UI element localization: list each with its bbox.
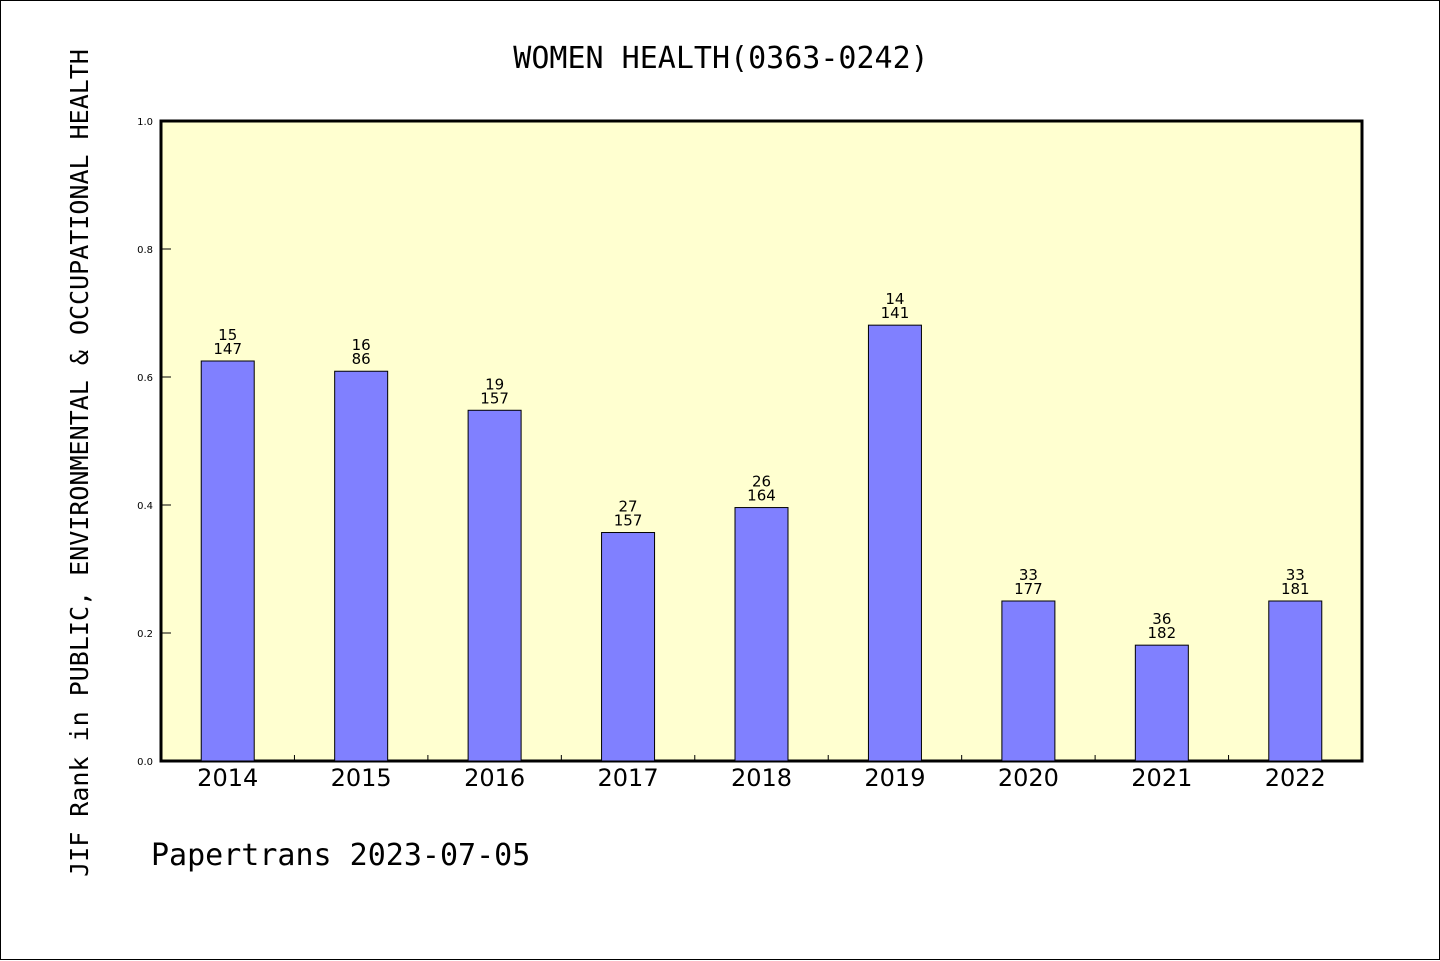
bar-total-label: 181: [1281, 580, 1310, 598]
bar-rank-label: 33: [1019, 566, 1038, 584]
bar-rank-label: 26: [752, 473, 771, 491]
y-tick-label: 0.4: [137, 501, 153, 512]
bar-total-label: 164: [747, 487, 776, 505]
bar-total-label: 157: [614, 512, 643, 530]
bar-2014: [200, 360, 255, 762]
bar-total-label: 177: [1014, 580, 1043, 598]
bar-total-label: 157: [480, 389, 509, 407]
bar-rank-label: 16: [352, 336, 371, 354]
bar-rank-label: 14: [885, 290, 904, 308]
y-tick-label: 0.8: [137, 245, 153, 256]
bar-total-label: 141: [881, 304, 910, 322]
x-tick-label: 2019: [864, 764, 925, 792]
y-tick-label: 0.2: [137, 629, 153, 640]
x-tick-label: 2014: [197, 764, 258, 792]
y-tick-label: 0.6: [137, 373, 153, 384]
y-axis-label: JIF Rank in PUBLIC, ENVIRONMENTAL & OCCU…: [65, 49, 94, 877]
chart-title: WOMEN HEALTH(0363-0242): [513, 41, 928, 76]
bar-2016: [467, 409, 522, 762]
bar-total-label: 147: [213, 340, 242, 358]
bar-rank-label: 19: [485, 375, 504, 393]
x-tick-label: 2018: [731, 764, 792, 792]
bar-2020: [1001, 600, 1056, 762]
bar-2021: [1134, 644, 1189, 762]
y-axis-ticks: 0.0 0.2 0.4 0.6 0.8 1.0: [137, 117, 171, 768]
x-tick-label: 2015: [331, 764, 392, 792]
x-tick-label: 2022: [1265, 764, 1326, 792]
bar-2019: [867, 324, 922, 762]
bar-2015: [334, 370, 389, 762]
x-tick-label: 2017: [598, 764, 659, 792]
bar-total-label: 86: [352, 350, 371, 368]
x-axis-ticks: 2014 2015 2016 2017 2018 2019 2020 2021 2022: [197, 755, 1326, 792]
bar-rank-label: 15: [218, 326, 237, 344]
footer-credit: Papertrans 2023-07-05: [151, 838, 530, 873]
bar-rank-label: 36: [1152, 610, 1171, 628]
bar-total-label: 182: [1148, 624, 1177, 642]
bar-rank-label: 33: [1286, 566, 1305, 584]
bar-2018: [734, 507, 789, 762]
y-tick-label: 1.0: [137, 117, 153, 128]
x-tick-label: 2016: [464, 764, 525, 792]
bar-rank-label: 27: [619, 498, 638, 516]
x-tick-label: 2020: [998, 764, 1059, 792]
bar-2017: [601, 532, 656, 762]
x-tick-label: 2021: [1131, 764, 1192, 792]
y-tick-label: 0.0: [137, 757, 153, 768]
bar-2022: [1268, 600, 1323, 762]
